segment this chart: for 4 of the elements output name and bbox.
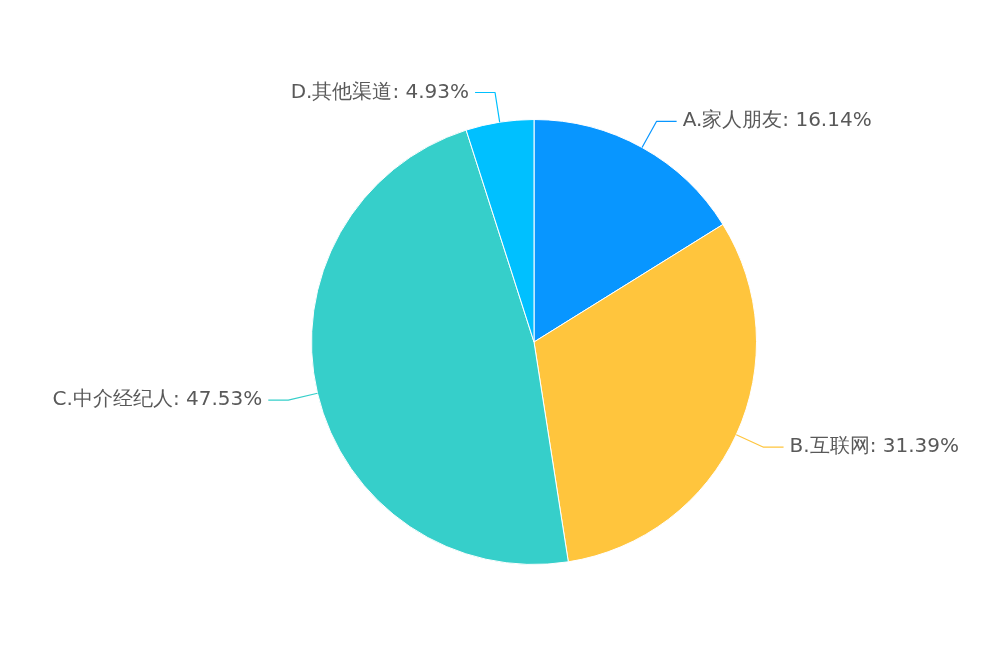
slice-label: C.中介经纪人: 47.53% xyxy=(52,386,263,411)
slice-label: A.家人朋友: 16.14% xyxy=(682,107,872,132)
slice-label: D.其他渠道: 4.93% xyxy=(290,78,470,103)
slice-label: B.互联网: 31.39% xyxy=(789,433,959,458)
